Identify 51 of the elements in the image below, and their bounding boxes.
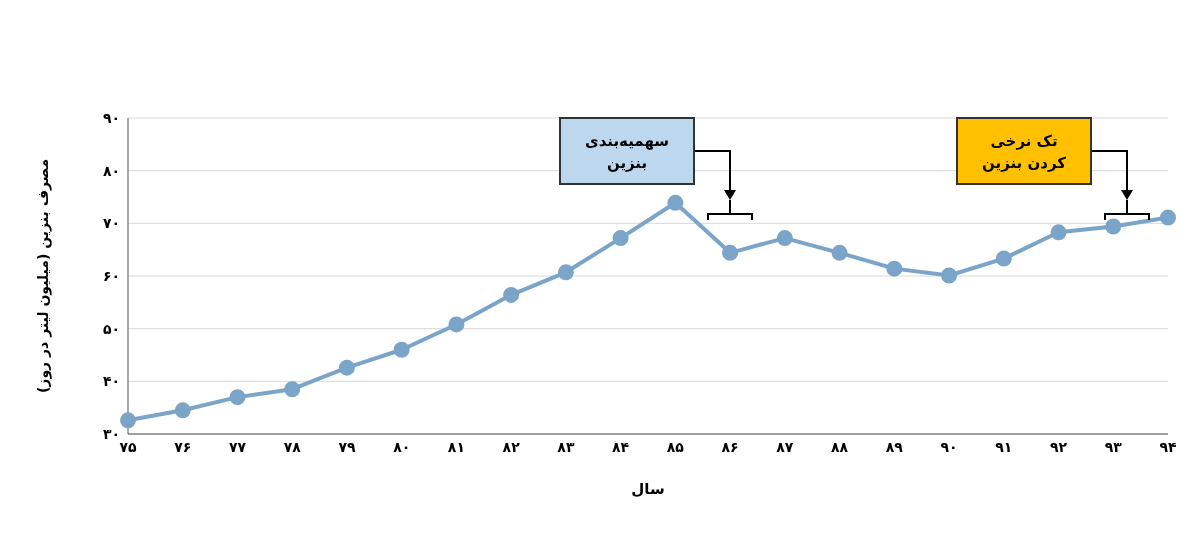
y-tick-label: ۴۰ — [102, 373, 120, 390]
x-tick-label: ۸۹ — [885, 438, 904, 455]
x-tick-label: ۷۷ — [228, 438, 247, 455]
y-tick-label: ۹۰ — [102, 109, 120, 126]
y-tick-label: ۳۰ — [102, 425, 120, 442]
annotation: سهمیه‌بندی بنزین — [584, 132, 670, 172]
point — [722, 244, 739, 261]
x-axis-title: سال — [631, 480, 665, 498]
x-tick-label: ۸۳ — [557, 438, 575, 455]
point — [229, 389, 246, 406]
point — [831, 244, 848, 261]
x-tick-label: ۸۷ — [776, 438, 794, 455]
point — [557, 264, 574, 281]
point — [941, 267, 958, 284]
point — [503, 286, 520, 303]
point — [1105, 218, 1122, 235]
x-tick-label: ۸۴ — [612, 438, 630, 455]
x-tick-label: ۹۰ — [940, 438, 958, 455]
point — [174, 402, 191, 419]
x-tick-label: ۸۵ — [666, 438, 685, 455]
x-tick-label: ۸۶ — [721, 438, 739, 455]
x-tick-label: ۸۱ — [447, 438, 465, 455]
x-tick-label: ۸۰ — [393, 438, 411, 455]
x-tick-label: ۷۹ — [338, 438, 356, 455]
x-tick-label: ۸۲ — [502, 438, 521, 455]
point — [995, 250, 1012, 267]
x-tick-label: ۷۶ — [174, 438, 192, 455]
x-tick-label: ۷۸ — [283, 438, 302, 455]
point — [612, 230, 629, 247]
x-tick-label: ۹۱ — [995, 438, 1013, 455]
point — [120, 412, 136, 429]
annotation: تک نرخی کردن بنزین — [982, 132, 1067, 172]
y-tick-label: ۵۰ — [102, 320, 120, 337]
point — [886, 260, 903, 277]
point — [1160, 209, 1176, 226]
y-tick-label: ۸۰ — [102, 162, 120, 179]
point — [667, 194, 684, 211]
point — [284, 381, 301, 398]
y-tick-label: ۶۰ — [102, 267, 120, 284]
point — [393, 341, 410, 358]
point — [338, 359, 355, 376]
point — [448, 316, 465, 333]
y-tick-label: ۷۰ — [102, 215, 120, 232]
x-tick-label: ۸۸ — [831, 438, 849, 455]
x-tick-label: ۹۳ — [1104, 438, 1123, 455]
point — [776, 230, 793, 247]
x-tick-label: ۷۵ — [119, 438, 137, 455]
x-tick-label: ۹۴ — [1159, 438, 1177, 455]
point — [1050, 224, 1067, 241]
y-axis-title: مصرف بنزین (میلیون لیتر در روز) — [34, 158, 52, 394]
x-tick-label: ۹۲ — [1049, 438, 1068, 455]
